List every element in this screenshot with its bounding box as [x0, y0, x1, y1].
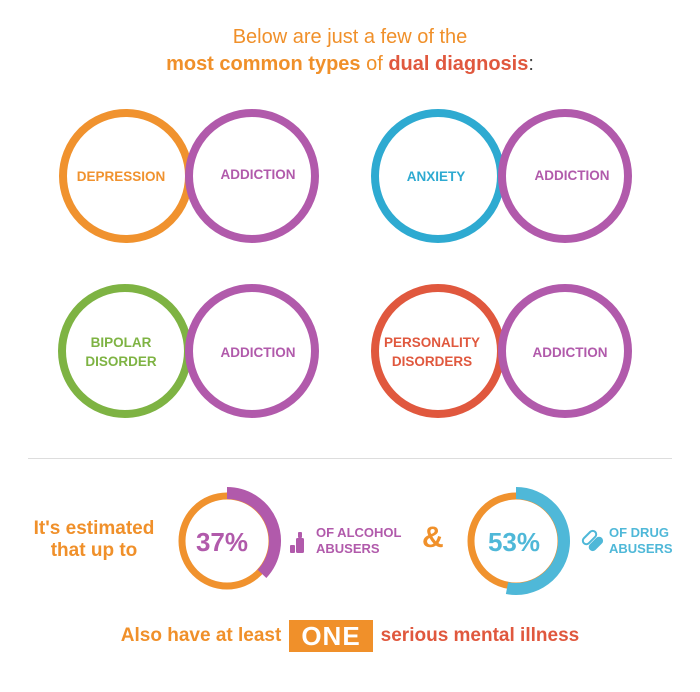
drug-stat-label: OF DRUG ABUSERS	[609, 525, 673, 557]
pill-capsule-icon	[581, 529, 604, 552]
venn-personality-addiction: PERSONALITY DISORDERS ADDICTION	[375, 284, 632, 418]
header-line-1: Below are just a few of the	[232, 26, 468, 48]
footer-statement: Also have at least ONE serious mental illn…	[0, 620, 700, 652]
venn-left-label: PERSONALITY	[384, 335, 480, 350]
alcohol-donut-value-arc	[226, 487, 281, 578]
alcohol-stat-label: OF ALCOHOL ABUSERS	[316, 525, 401, 557]
section-divider	[28, 458, 672, 459]
drug-donut: 53%	[467, 487, 570, 595]
header-emphasis-types: most common types	[166, 53, 361, 75]
header-colon: :	[528, 53, 534, 75]
venn-depression-addiction: DEPRESSION ADDICTION	[59, 109, 319, 243]
header-emphasis-dual-diagnosis: dual diagnosis	[388, 53, 529, 75]
alcohol-percent-text: 37%	[196, 527, 248, 557]
venn-right-label: ADDICTION	[535, 168, 610, 183]
header: Below are just a few of the most common …	[0, 24, 700, 78]
venn-left-label: ANXIETY	[407, 169, 466, 184]
venn-left-label-line-2: DISORDER	[85, 354, 157, 369]
venn-right-label: ADDICTION	[221, 345, 296, 360]
venn-right-label: ADDICTION	[533, 345, 608, 360]
venn-diagrams: DEPRESSION ADDICTION ANXIETY ADDICTION B…	[0, 0, 632, 418]
venn-left-label-line-2: DISORDERS	[392, 354, 472, 369]
venn-bipolar-addiction: BIPOLAR DISORDER ADDICTION	[62, 284, 319, 418]
venn-left-label: DEPRESSION	[77, 169, 166, 184]
footer-one-badge: ONE	[289, 620, 373, 652]
venn-right-circle	[185, 284, 319, 418]
venn-anxiety-addiction: ANXIETY ADDICTION	[375, 109, 632, 243]
drug-donut-value-arc	[505, 487, 570, 595]
drug-label-line-1: OF DRUG	[609, 525, 669, 540]
alcohol-label-line-2: ABUSERS	[316, 541, 380, 556]
alcohol-donut: 37%	[178, 487, 281, 590]
footer-post-text: serious mental illness	[380, 625, 580, 647]
alcohol-bottle-icon	[290, 532, 304, 553]
header-line-2: most common types of dual diagnosis:	[0, 51, 700, 78]
drug-label-line-2: ABUSERS	[609, 541, 673, 556]
venn-right-circle	[185, 109, 319, 243]
header-connector: of	[360, 53, 389, 75]
footer-pre-text: Also have at least	[120, 625, 282, 647]
estimate-intro-text: It's estimated that up to	[33, 518, 155, 561]
venn-right-circle	[498, 109, 632, 243]
venn-left-label: BIPOLAR	[91, 335, 152, 350]
ampersand: &	[422, 521, 444, 554]
venn-right-label: ADDICTION	[221, 167, 296, 182]
alcohol-label-line-1: OF ALCOHOL	[316, 525, 402, 540]
drug-percent-text: 53%	[488, 527, 540, 557]
venn-right-circle	[498, 284, 632, 418]
